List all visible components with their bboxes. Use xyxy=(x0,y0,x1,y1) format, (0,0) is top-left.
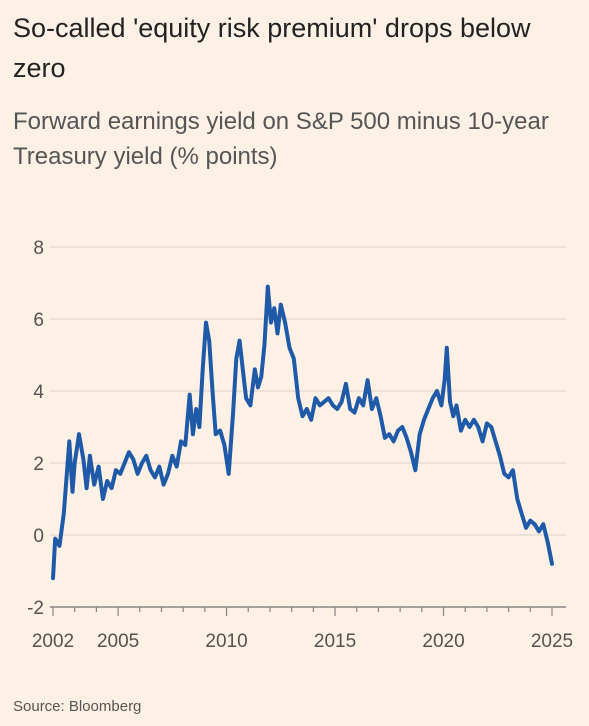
x-tick-label: 2025 xyxy=(531,631,573,652)
y-tick-label: 6 xyxy=(33,310,44,331)
y-tick-label: 8 xyxy=(33,238,44,259)
source-note: Source: Bloomberg xyxy=(13,698,142,715)
x-axis-ticks: 2002 2005 2010 2015 2020 2025 xyxy=(32,631,573,652)
chart-subtitle: Forward earnings yield on S&P 500 minus … xyxy=(13,108,549,170)
x-tick-label: 2002 xyxy=(32,631,74,652)
x-axis xyxy=(50,606,566,616)
y-tick-label: 4 xyxy=(33,382,44,403)
y-tick-label: 2 xyxy=(33,454,44,475)
x-tick-label: 2005 xyxy=(97,631,139,652)
x-tick-label: 2020 xyxy=(422,631,464,652)
y-tick-label: 0 xyxy=(33,526,44,547)
chart-title: So-called 'equity risk premium' drops be… xyxy=(13,13,531,83)
x-tick-label: 2015 xyxy=(314,631,356,652)
grid-lines xyxy=(50,246,566,536)
series-line xyxy=(51,284,554,581)
y-axis-ticks: -2 0 2 4 6 8 xyxy=(27,238,44,619)
y-tick-label: -2 xyxy=(27,598,44,619)
x-tick-label: 2010 xyxy=(205,631,247,652)
